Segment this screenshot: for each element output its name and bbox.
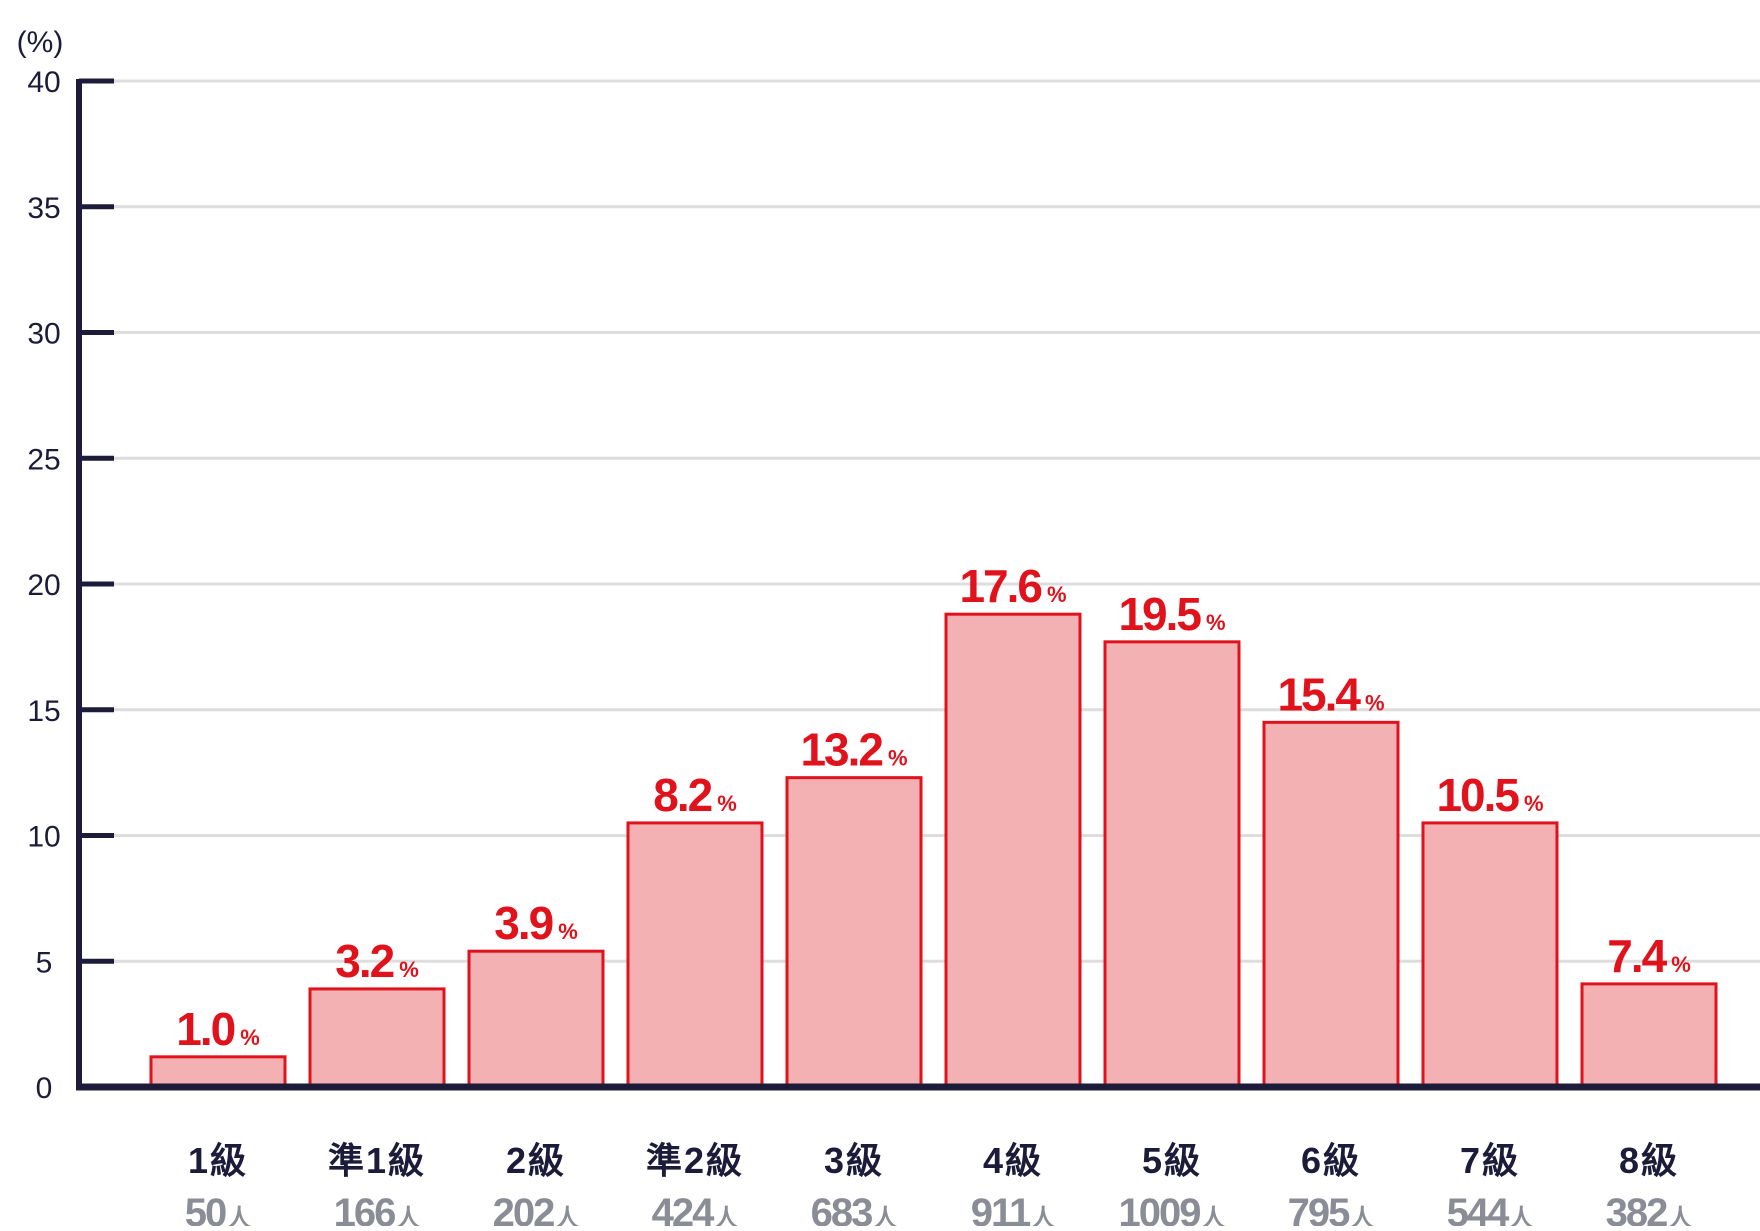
category-label: 2級 [506,1140,566,1181]
category-label: 準2級 [646,1140,744,1181]
y-tick-label: 20 [27,569,60,602]
y-tick-label: 15 [27,695,60,728]
y-tick-label: 5 [36,946,53,979]
data-label: 1.0% [176,1003,260,1055]
category-label: 7級 [1460,1140,1520,1181]
bar [149,1055,287,1089]
axes: (%) [17,26,1760,1091]
bar [785,776,923,1089]
category-label: 5級 [1142,1140,1202,1181]
category-label: 6級 [1301,1140,1361,1181]
bar [1421,821,1559,1089]
y-tick-labels: 0 5 10 15 20 25 30 35 40 [27,66,60,1105]
y-tick-label: 0 [36,1072,53,1105]
y-tick-label: 40 [27,66,60,99]
y-tick-label: 25 [27,443,60,476]
count-label: 382人 [1606,1191,1693,1226]
y-axis-unit-label: (%) [17,26,64,59]
category-label: 8級 [1619,1140,1679,1181]
data-label: 7.4% [1607,930,1691,982]
data-label: 3.2% [335,935,419,987]
category-label: 準1級 [328,1140,426,1181]
bar [1580,982,1718,1089]
bar [626,821,764,1089]
data-label: 15.4% [1277,668,1384,720]
bar [1103,640,1241,1089]
bar [308,987,446,1089]
bar [1262,720,1400,1089]
data-label: 19.5% [1118,588,1225,640]
gridlines [85,79,1760,963]
count-label: 166人 [334,1191,421,1226]
bars [149,612,1718,1089]
data-label: 10.5% [1436,769,1543,821]
y-tick-label: 10 [27,821,60,854]
category-labels: 1級 50人 準1級 166人 2級 202人 準2級 424人 3級 683人 4級 911人 5級 1… [185,1140,1693,1231]
count-label: 544人 [1447,1191,1534,1226]
count-label: 683人 [811,1191,898,1226]
count-label: 795人 [1288,1191,1375,1226]
category-label: 4級 [983,1140,1043,1181]
count-label: 911人 [971,1191,1056,1226]
y-tick-label: 30 [27,318,60,351]
data-labels: 1.0 % 3.2 % 3.9 % 8.2 % 13.2 % 17.6% 19.5 % 15.4 % 10.5… [176,560,1691,1055]
count-label: 202人 [493,1191,580,1226]
count-label: 50人 [185,1191,252,1226]
data-label: 13.2% [800,724,907,776]
data-label: 3.9% [494,897,578,949]
count-label: 424人 [652,1191,739,1226]
bar [467,949,605,1089]
category-label: 1級 [188,1140,248,1181]
bar [944,612,1082,1089]
data-label: 17.6% [959,560,1066,612]
data-label: 8.2% [653,769,737,821]
count-label: 1009人 [1119,1191,1226,1226]
y-tick-label: 35 [27,192,60,225]
category-label: 3級 [824,1140,884,1181]
